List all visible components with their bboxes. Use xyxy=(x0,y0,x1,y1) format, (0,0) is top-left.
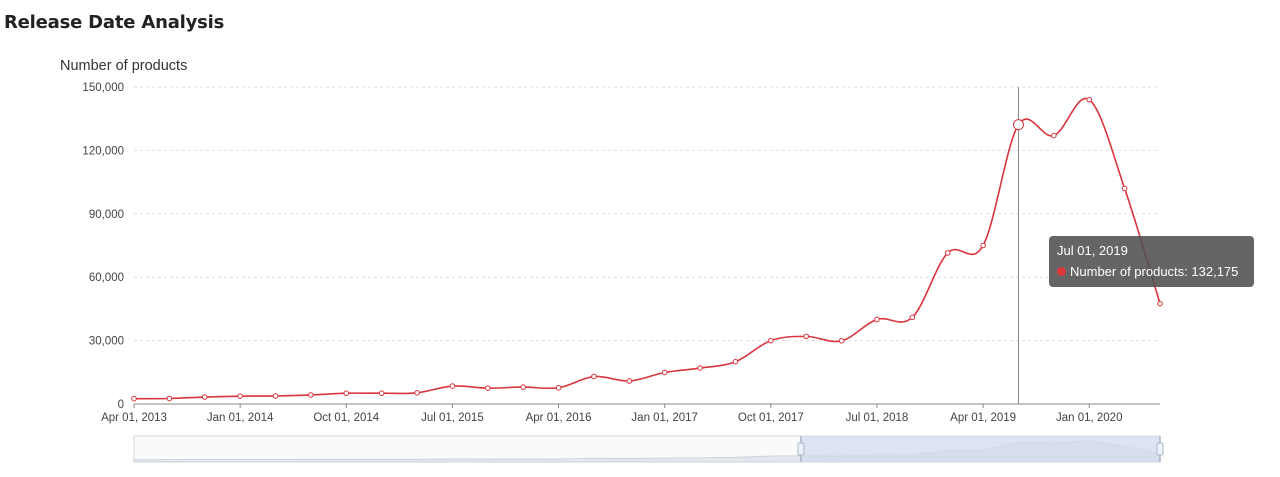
zoom-handle[interactable] xyxy=(797,442,805,456)
y-tick-label: 60,000 xyxy=(89,272,124,284)
page-title: Release Date Analysis xyxy=(4,12,225,33)
tooltip-value: Number of products: 132,175 xyxy=(1070,264,1239,279)
x-tick-label: Apr 01, 2013 xyxy=(101,412,167,424)
data-point xyxy=(520,384,526,390)
y-axis-label: Number of products xyxy=(60,58,187,74)
data-point xyxy=(343,390,350,397)
data-point xyxy=(272,393,279,399)
data-point xyxy=(803,333,810,340)
x-tick-label: Jan 01, 2017 xyxy=(631,412,698,424)
data-point xyxy=(378,390,385,397)
x-tick-label: Apr 01, 2016 xyxy=(526,412,592,424)
data-point xyxy=(661,369,668,376)
data-point xyxy=(838,338,845,344)
y-tick-label: 90,000 xyxy=(89,209,124,221)
data-point xyxy=(626,378,633,384)
series-points xyxy=(131,96,1163,402)
y-tick-label: 150,000 xyxy=(82,82,124,94)
data-point xyxy=(414,389,420,396)
x-tick-label: Oct 01, 2017 xyxy=(738,412,804,424)
data-point xyxy=(166,395,173,402)
data-point xyxy=(449,383,456,389)
data-point xyxy=(201,394,208,400)
data-point xyxy=(874,316,880,323)
x-tick-label: Jul 01, 2018 xyxy=(846,412,909,424)
x-tick-label: Apr 01, 2019 xyxy=(950,412,1016,424)
zoom-selection xyxy=(800,436,1160,462)
data-point xyxy=(1086,96,1093,103)
data-point xyxy=(1157,300,1163,307)
tooltip-row: Number of products: 132,175 xyxy=(1057,264,1246,279)
tooltip-date: Jul 01, 2019 xyxy=(1057,243,1128,258)
x-tick-label: Jan 01, 2020 xyxy=(1056,412,1123,424)
y-tick-label: 0 xyxy=(118,399,124,411)
x-axis-ticks: Apr 01, 2013 Jan 01, 2014 Oct 01, 2014 Jul … xyxy=(101,404,1122,424)
x-tick-label: Oct 01, 2014 xyxy=(313,412,379,424)
x-tick-label: Jul 01, 2015 xyxy=(421,412,484,424)
data-point xyxy=(1121,185,1128,192)
data-point xyxy=(909,314,916,321)
tooltip: Jul 01, 2019 Number of products: 132,175 xyxy=(1049,236,1254,287)
data-point xyxy=(131,395,137,402)
data-point xyxy=(308,392,314,398)
zoom-handle[interactable] xyxy=(1156,442,1164,456)
y-axis-ticks: 0 30,000 60,000 90,000 120,000 150,000 xyxy=(82,82,124,411)
y-tick-label: 120,000 xyxy=(82,145,124,157)
data-point xyxy=(697,365,703,371)
data-point xyxy=(1051,132,1057,139)
data-point xyxy=(555,384,562,391)
zoom-slider[interactable] xyxy=(133,435,1164,463)
tooltip-series-dot xyxy=(1057,267,1066,276)
data-point xyxy=(591,373,597,380)
data-point xyxy=(237,393,243,399)
data-point xyxy=(768,337,774,344)
series-line-number-of-products xyxy=(133,97,1161,400)
data-point xyxy=(732,358,739,365)
data-point xyxy=(980,242,986,249)
x-tick-label: Jan 01, 2014 xyxy=(207,412,274,424)
y-tick-label: 30,000 xyxy=(89,336,124,348)
data-point xyxy=(1012,119,1024,131)
data-point xyxy=(944,250,951,256)
chart-grid xyxy=(134,86,1160,342)
data-point xyxy=(484,385,491,391)
